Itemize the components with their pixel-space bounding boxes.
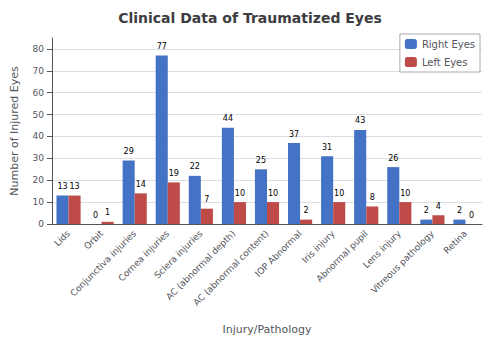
svg-text:22: 22 (190, 162, 200, 171)
svg-text:2: 2 (457, 206, 462, 215)
svg-text:2: 2 (304, 206, 309, 215)
svg-text:50: 50 (33, 110, 45, 120)
svg-text:14: 14 (136, 180, 146, 189)
svg-text:Vitreous pathology: Vitreous pathology (369, 228, 436, 295)
svg-text:25: 25 (256, 156, 266, 165)
svg-text:1: 1 (105, 208, 110, 217)
svg-text:40: 40 (33, 131, 45, 141)
svg-text:77: 77 (157, 42, 167, 51)
svg-text:30: 30 (33, 153, 45, 163)
svg-text:Injury/Pathology: Injury/Pathology (222, 323, 312, 336)
svg-text:10: 10 (334, 189, 344, 198)
svg-text:0: 0 (38, 219, 44, 229)
svg-text:Left Eyes: Left Eyes (422, 57, 468, 68)
svg-text:2: 2 (424, 206, 429, 215)
svg-text:19: 19 (169, 169, 179, 178)
svg-text:AC (abnormal depth): AC (abnormal depth) (164, 228, 238, 302)
svg-text:80: 80 (33, 44, 45, 54)
svg-text:Orbit: Orbit (82, 228, 105, 251)
svg-text:60: 60 (33, 88, 45, 98)
svg-text:7: 7 (204, 195, 209, 204)
svg-text:Abnormal pupil: Abnormal pupil (314, 228, 369, 283)
svg-text:Right Eyes: Right Eyes (422, 39, 475, 50)
svg-text:AC (abnormal content): AC (abnormal content) (191, 228, 271, 308)
svg-text:Sclera injuries: Sclera injuries (152, 228, 205, 281)
svg-text:10: 10 (33, 197, 45, 207)
svg-text:10: 10 (268, 189, 278, 198)
svg-text:10: 10 (400, 189, 410, 198)
svg-text:26: 26 (388, 154, 398, 163)
svg-text:0: 0 (469, 211, 474, 220)
svg-text:Conjunctiva injuries: Conjunctiva injuries (68, 228, 138, 298)
svg-text:29: 29 (124, 147, 134, 156)
svg-text:44: 44 (223, 114, 233, 123)
svg-text:Iris injury: Iris injury (300, 228, 337, 266)
svg-text:Retina: Retina (442, 228, 469, 255)
svg-text:43: 43 (355, 116, 365, 125)
svg-text:13: 13 (69, 182, 79, 191)
svg-text:4: 4 (436, 202, 441, 211)
svg-text:31: 31 (322, 143, 332, 152)
svg-text:20: 20 (33, 175, 45, 185)
svg-text:0: 0 (93, 211, 98, 220)
svg-text:8: 8 (370, 193, 375, 202)
svg-text:Lens injury: Lens injury (361, 228, 403, 271)
svg-text:70: 70 (33, 66, 45, 76)
svg-text:IOP Abnormal: IOP Abnormal (253, 228, 303, 278)
svg-text:Clinical Data of Traumatized E: Clinical Data of Traumatized Eyes (118, 10, 382, 26)
svg-text:Number of Injured Eyes: Number of Injured Eyes (8, 66, 21, 196)
svg-text:37: 37 (289, 130, 299, 139)
svg-text:10: 10 (235, 189, 245, 198)
svg-text:13: 13 (57, 182, 67, 191)
svg-text:Lids: Lids (52, 228, 72, 248)
svg-text:Cornea injuries: Cornea injuries (116, 228, 172, 284)
